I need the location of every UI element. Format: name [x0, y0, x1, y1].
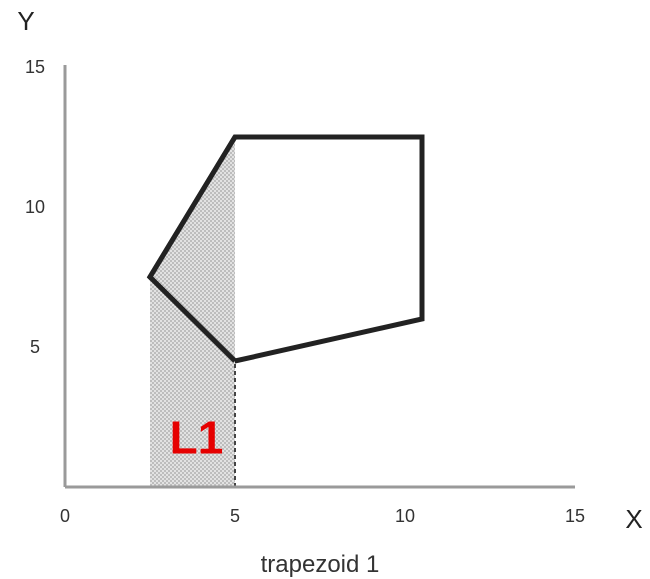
region-l1-label: L1 — [170, 411, 224, 463]
polygon-left-edges — [146, 135, 238, 363]
diagram-caption: trapezoid 1 — [261, 551, 380, 578]
x-tick-label: 10 — [395, 506, 415, 526]
x-axis-title: X — [625, 504, 642, 534]
y-tick-label: 5 — [30, 337, 40, 357]
y-axis-title: Y — [17, 6, 34, 36]
region-l1-shade-overlay — [150, 137, 235, 487]
y-tick-label: 15 — [25, 57, 45, 77]
x-tick-label: 15 — [565, 506, 585, 526]
y-tick-labels: 5 10 15 — [25, 57, 45, 357]
y-tick-label: 10 — [25, 197, 45, 217]
x-tick-label: 5 — [230, 506, 240, 526]
x-tick-labels: 0 5 10 15 — [60, 506, 585, 526]
x-tick-label: 0 — [60, 506, 70, 526]
